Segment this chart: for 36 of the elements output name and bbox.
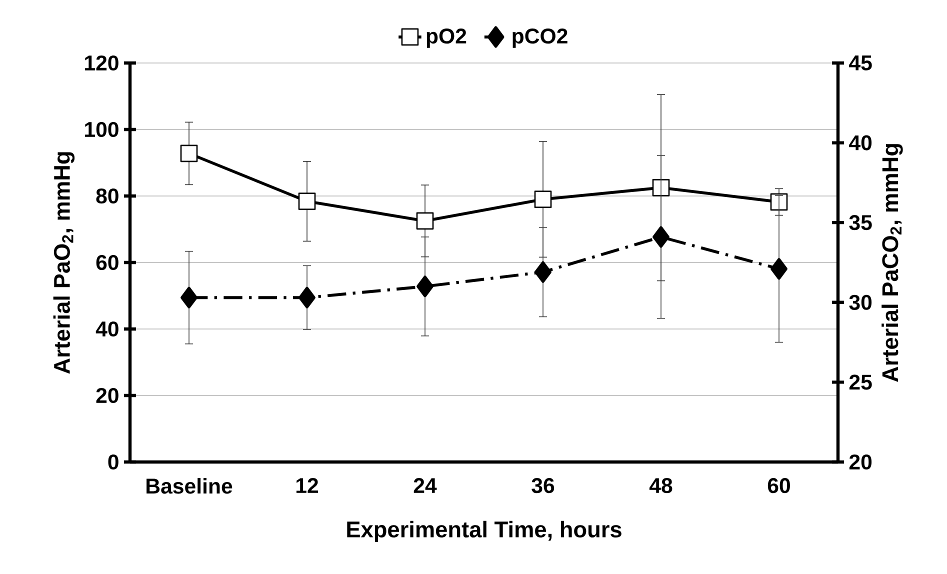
x-tick-label: 48 [649, 478, 672, 494]
y2-axis-title: Arterial PaCO$_{2}$, mmHg [882, 144, 903, 382]
y-axis-title: Arterial PaO$_{2}$, mmHg [53, 152, 75, 374]
point [770, 258, 788, 280]
y2-tick-label: 40 [849, 135, 872, 150]
y-tick-label: 100 [85, 122, 118, 138]
x-tick-label: 60 [768, 478, 790, 494]
point [534, 190, 552, 208]
y2-tick-label: 25 [849, 374, 872, 390]
x-axis-title: Experimental Time, hours [347, 520, 622, 542]
x-tick-label: 24 [414, 478, 437, 493]
y2-tick-label: 45 [849, 56, 872, 70]
y-tick-label: 60 [96, 254, 118, 270]
y-tick-label: 80 [96, 188, 118, 204]
point [652, 179, 670, 196]
y-tick-label: 0 [108, 454, 118, 470]
y2-tick-label: 35 [849, 215, 872, 230]
x-tick-label: 36 [532, 478, 554, 494]
point [416, 212, 434, 230]
y2-tick-label: 30 [849, 294, 872, 310]
y2-tick-label: 20 [849, 454, 872, 470]
y-tick-label: 20 [96, 388, 118, 404]
legend-label: pO2 [426, 28, 466, 48]
point [298, 192, 316, 210]
x-tick-label: Baseline [146, 478, 232, 494]
point [534, 261, 552, 283]
point [652, 226, 670, 248]
y-tick-label: 40 [96, 321, 118, 337]
point [416, 276, 434, 298]
point [298, 286, 316, 308]
x-tick-label: 12 [296, 478, 318, 493]
y-tick-label: 120 [85, 55, 118, 71]
legend-label: pCO2 [512, 28, 568, 48]
point [180, 144, 198, 162]
point [180, 286, 198, 308]
point [770, 193, 788, 211]
